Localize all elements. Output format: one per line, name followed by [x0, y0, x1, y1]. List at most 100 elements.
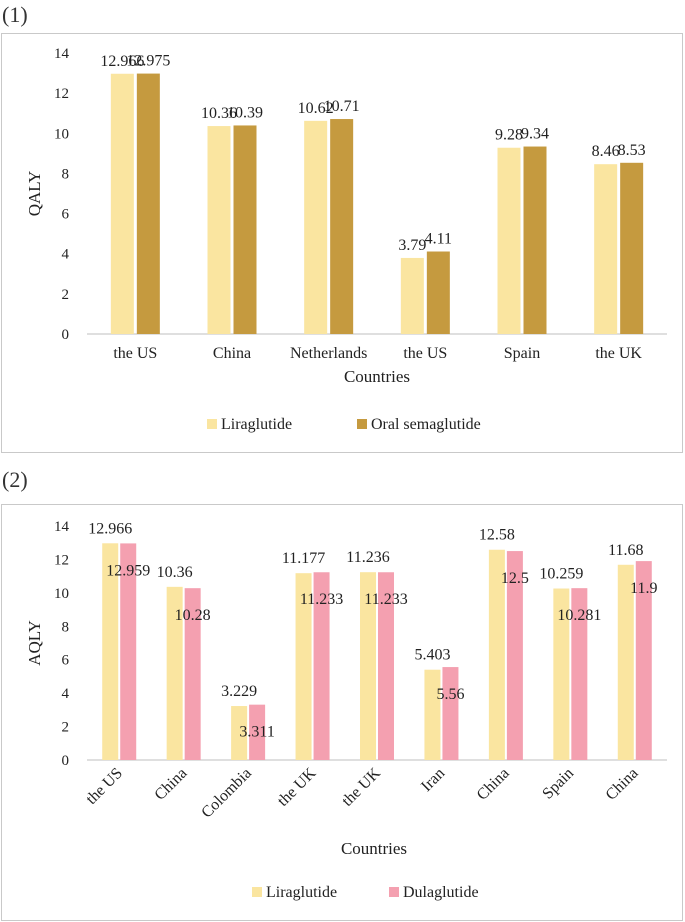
data-label: 10.71	[324, 98, 360, 115]
bar	[378, 572, 394, 760]
data-label: 12.975	[126, 53, 170, 70]
bar	[506, 551, 523, 760]
bar	[617, 564, 634, 760]
data-label: 9.34	[521, 126, 549, 143]
data-label: 4.11	[425, 231, 452, 248]
legend-label: Oral semaglutide	[371, 416, 481, 433]
bar	[635, 561, 652, 760]
data-label: 8.53	[618, 142, 646, 159]
y-tick-label: 4	[62, 686, 70, 702]
data-label: 12.5	[501, 570, 529, 587]
data-label: 10.28	[175, 607, 211, 624]
category-label: the US	[403, 345, 447, 362]
data-label: 12.58	[479, 527, 515, 544]
legend-swatch	[207, 419, 217, 429]
bar	[497, 147, 521, 334]
bar	[488, 549, 505, 760]
bar	[166, 586, 183, 760]
data-label: 11.177	[282, 550, 325, 567]
data-label: 9.28	[495, 127, 523, 144]
chart-2: 0 2 4 6 8 10 12 14 AQLY 12.966 12.959 the US 10.36 10…	[25, 519, 667, 901]
y-tick-label: 6	[62, 653, 70, 669]
legend-label: Liraglutide	[221, 416, 292, 433]
panel-2-label: (2)	[2, 467, 28, 492]
y-tick-label: 10	[54, 586, 69, 602]
data-label: 10.36	[201, 105, 237, 122]
data-label: 10.281	[557, 607, 601, 624]
y-tick-label: 12	[54, 86, 69, 102]
data-label: 10.39	[227, 104, 263, 121]
x-axis-label: Countries	[344, 367, 410, 386]
category-label: Spain	[504, 345, 540, 362]
legend-swatch	[389, 887, 399, 897]
category-label: the UK	[595, 345, 642, 362]
data-label: 5.56	[436, 686, 464, 703]
legend-swatch	[252, 887, 262, 897]
category-label: Colombia	[198, 765, 255, 822]
y-tick-label: 12	[54, 552, 69, 568]
y-axis-label: QALY	[25, 171, 44, 217]
y-tick-label: 8	[62, 619, 70, 635]
y-tick-label: 14	[54, 519, 70, 535]
data-label: 11.233	[300, 591, 343, 608]
bar	[594, 164, 618, 334]
data-label: 10.36	[157, 564, 193, 581]
data-label: 12.966	[88, 520, 132, 537]
category-label: China	[603, 765, 642, 804]
data-label: 3.229	[221, 683, 257, 700]
y-tick-label: 10	[54, 126, 69, 142]
category-label: China	[474, 765, 513, 804]
bar	[295, 573, 312, 760]
y-tick-label: 0	[62, 327, 70, 343]
bar	[231, 706, 248, 760]
y-axis-label: AQLY	[25, 620, 44, 666]
category-label: Spain	[539, 765, 577, 803]
bar	[313, 572, 330, 760]
category-label: the UK	[274, 764, 319, 809]
data-label: 3.311	[239, 724, 274, 741]
bar	[184, 588, 201, 760]
chart-2-frame: 0 2 4 6 8 10 12 14 AQLY 12.966 12.959 the US 10.36 10…	[1, 504, 683, 921]
category-label: Netherlands	[290, 345, 367, 362]
bar	[110, 73, 134, 335]
category-label: the UK	[339, 764, 384, 809]
category-label: China	[151, 765, 190, 804]
bar	[207, 126, 231, 334]
bar	[442, 667, 459, 760]
category-label: China	[213, 345, 251, 362]
y-tick-label: 6	[62, 207, 70, 223]
bar	[523, 146, 547, 334]
bar	[426, 251, 450, 334]
data-label: 12.966	[100, 53, 144, 70]
bar	[102, 543, 119, 760]
legend-label: Dulaglutide	[403, 884, 479, 901]
bar	[120, 543, 137, 760]
data-label: 5.403	[414, 647, 450, 664]
y-tick-label: 2	[62, 720, 70, 736]
bar	[424, 669, 441, 760]
y-tick-label: 14	[54, 46, 70, 62]
category-label: the US	[83, 765, 126, 808]
data-label: 3.79	[398, 237, 426, 254]
data-label: 11.236	[346, 549, 389, 566]
y-tick-label: 0	[62, 753, 70, 769]
bar	[571, 588, 588, 760]
x-axis-label: Countries	[341, 839, 407, 858]
bar	[330, 119, 354, 334]
chart-1-frame: 0 2 4 6 8 10 12 14 QALY 12.966 12.975 the US 10.36 10…	[1, 33, 683, 453]
bar	[136, 73, 160, 334]
y-tick-label: 2	[62, 287, 70, 303]
data-label: 11.68	[608, 542, 643, 559]
bar	[249, 704, 266, 760]
bar	[360, 572, 376, 760]
data-label: 10.259	[539, 566, 583, 583]
data-label: 8.46	[592, 143, 620, 160]
legend-label: Liraglutide	[266, 884, 337, 901]
category-label: Iran	[418, 765, 448, 795]
bar	[620, 162, 644, 334]
bar	[553, 588, 570, 760]
y-tick-label: 8	[62, 166, 70, 182]
category-label: the US	[113, 345, 157, 362]
data-label: 10.62	[298, 100, 334, 117]
